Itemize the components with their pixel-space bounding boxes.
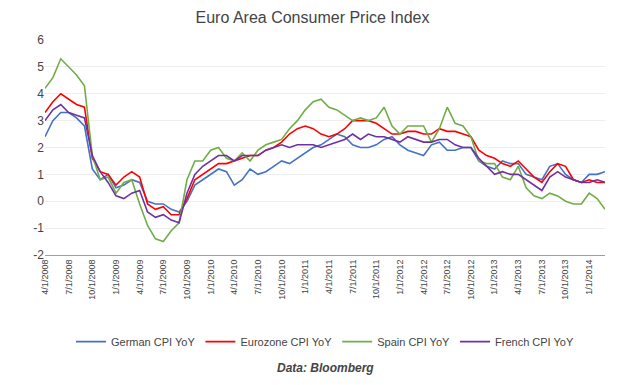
- svg-text:Euro Area Consumer Price Index: Euro Area Consumer Price Index: [196, 9, 430, 26]
- svg-text:1/1/2009: 1/1/2009: [111, 260, 121, 295]
- svg-text:1/1/2012: 1/1/2012: [395, 260, 405, 295]
- svg-text:7/1/2009: 7/1/2009: [158, 260, 168, 295]
- svg-text:10/1/2010: 10/1/2010: [277, 260, 287, 300]
- svg-text:3: 3: [37, 114, 44, 128]
- svg-text:1/1/2013: 1/1/2013: [490, 260, 500, 295]
- svg-text:4: 4: [37, 87, 44, 101]
- svg-text:10/1/2013: 10/1/2013: [560, 260, 570, 300]
- svg-text:10/1/2009: 10/1/2009: [182, 260, 192, 300]
- svg-text:0: 0: [37, 194, 44, 208]
- svg-text:7/1/2010: 7/1/2010: [253, 260, 263, 295]
- svg-text:7/1/2008: 7/1/2008: [64, 260, 74, 295]
- svg-text:4/1/2013: 4/1/2013: [513, 260, 523, 295]
- svg-text:6: 6: [37, 33, 44, 47]
- svg-text:1: 1: [37, 168, 44, 182]
- svg-text:-1: -1: [33, 221, 44, 235]
- svg-text:German CPI YoY: German CPI YoY: [111, 336, 195, 348]
- svg-text:7/1/2011: 7/1/2011: [348, 260, 358, 294]
- svg-text:4/1/2011: 4/1/2011: [324, 260, 334, 294]
- svg-text:Spain CPI YoY: Spain CPI YoY: [377, 336, 450, 348]
- svg-text:7/1/2012: 7/1/2012: [442, 260, 452, 295]
- svg-text:10/1/2011: 10/1/2011: [371, 260, 381, 299]
- svg-text:French CPI YoY: French CPI YoY: [495, 336, 574, 348]
- svg-text:7/1/2013: 7/1/2013: [537, 260, 547, 295]
- svg-text:5: 5: [37, 60, 44, 74]
- svg-text:4/1/2012: 4/1/2012: [419, 260, 429, 295]
- svg-text:-2: -2: [33, 248, 44, 262]
- svg-text:10/1/2012: 10/1/2012: [466, 260, 476, 300]
- svg-text:Data: Bloomberg: Data: Bloomberg: [277, 361, 374, 375]
- svg-text:4/1/2010: 4/1/2010: [229, 260, 239, 295]
- svg-text:4/1/2008: 4/1/2008: [40, 260, 50, 295]
- svg-text:2: 2: [37, 141, 44, 155]
- svg-text:1/1/2010: 1/1/2010: [206, 260, 216, 295]
- svg-text:1/1/2014: 1/1/2014: [584, 260, 594, 295]
- svg-text:10/1/2008: 10/1/2008: [87, 260, 97, 300]
- svg-text:4/1/2009: 4/1/2009: [135, 260, 145, 295]
- svg-text:Eurozone CPI YoY: Eurozone CPI YoY: [240, 336, 332, 348]
- svg-text:1/1/2011: 1/1/2011: [300, 260, 310, 294]
